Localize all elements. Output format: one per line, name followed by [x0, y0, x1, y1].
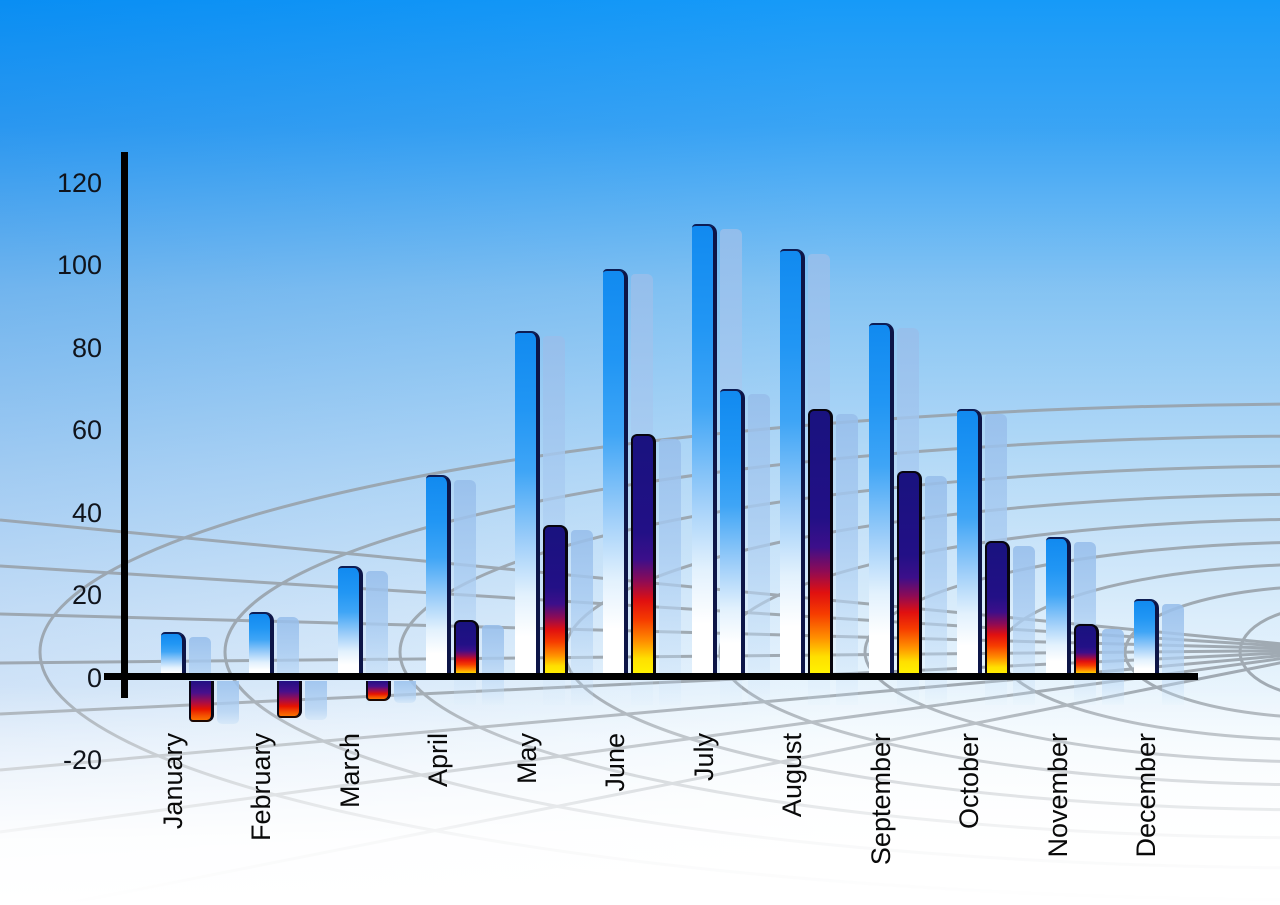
- y-axis-tick-label--20: -20: [62, 745, 102, 775]
- bar-march-series-1: [337, 566, 363, 678]
- bar-shadow-april-series-2: [482, 624, 505, 705]
- bar-shadow-september-series-2: [924, 476, 947, 705]
- bar-october-series-2: [985, 541, 1011, 678]
- bar-shadow-june-series-2: [659, 439, 682, 705]
- bar-january-series-1: [161, 632, 186, 678]
- bar-shadow-november-series-2: [1101, 628, 1124, 705]
- bar-april-series-2: [454, 619, 480, 678]
- bar-september-series-2: [896, 471, 922, 678]
- y-axis-tick-label-120: 120: [56, 167, 102, 198]
- bar-shadow-january-series-2: [217, 680, 239, 724]
- bar-june-series-2: [631, 434, 657, 678]
- bar-august-series-2: [808, 409, 834, 678]
- x-axis-label-text: December: [1130, 733, 1161, 858]
- bar-shadow-may-series-2: [570, 529, 593, 705]
- y-axis-tick-label-80: 80: [71, 332, 102, 363]
- bar-shadow-october-series-2: [1013, 546, 1036, 705]
- bar-june-series-1: [603, 269, 629, 678]
- x-axis-label-text: June: [600, 733, 631, 792]
- bar-october-series-1: [957, 409, 983, 678]
- y-axis-tick-label-60: 60: [71, 415, 102, 445]
- bar-august-series-1: [780, 248, 806, 678]
- y-axis-tick-label-20: 20: [71, 580, 102, 610]
- bar-shadow-july-series-2: [747, 393, 770, 705]
- y-axis-line: [121, 152, 128, 698]
- x-axis-label-text: April: [423, 733, 454, 788]
- y-axis-tick-label-40: 40: [71, 497, 102, 528]
- x-axis-label-text: August: [777, 733, 808, 818]
- x-axis-label-text: October: [954, 733, 985, 830]
- fog-overlay: [0, 685, 1280, 905]
- y-axis-tick-label-0: 0: [86, 662, 102, 693]
- x-axis-label-text: March: [334, 733, 365, 809]
- x-axis-label-text: January: [158, 733, 188, 830]
- bar-may-series-2: [542, 524, 568, 678]
- x-axis-label-text: July: [688, 733, 719, 782]
- bar-september-series-1: [868, 322, 894, 678]
- y-axis-tick-label-100: 100: [56, 250, 102, 280]
- bar-december-series-1: [1133, 599, 1159, 678]
- x-axis-line: [104, 673, 1198, 680]
- x-axis-label-text: May: [511, 733, 542, 785]
- bar-february-series-2: [277, 680, 303, 718]
- bar-november-series-2: [1073, 623, 1099, 678]
- x-axis-label-text: September: [865, 733, 896, 866]
- bar-may-series-1: [514, 331, 540, 678]
- bar-july-series-1: [691, 223, 717, 678]
- bar-shadow-august-series-2: [836, 414, 859, 705]
- bar-january-series-2: [189, 680, 214, 722]
- bar-november-series-1: [1045, 537, 1071, 678]
- bar-february-series-1: [249, 611, 275, 678]
- bar-march-series-2: [365, 680, 391, 702]
- bar-shadow-march-series-2: [393, 680, 416, 704]
- bar-july-series-2: [719, 388, 745, 678]
- x-axis-label-text: February: [246, 733, 277, 842]
- bar-shadow-february-series-2: [305, 680, 328, 720]
- bar-shadow-march-series-1: [365, 571, 388, 705]
- x-axis-label-text: November: [1042, 733, 1073, 858]
- bar-april-series-1: [426, 475, 452, 678]
